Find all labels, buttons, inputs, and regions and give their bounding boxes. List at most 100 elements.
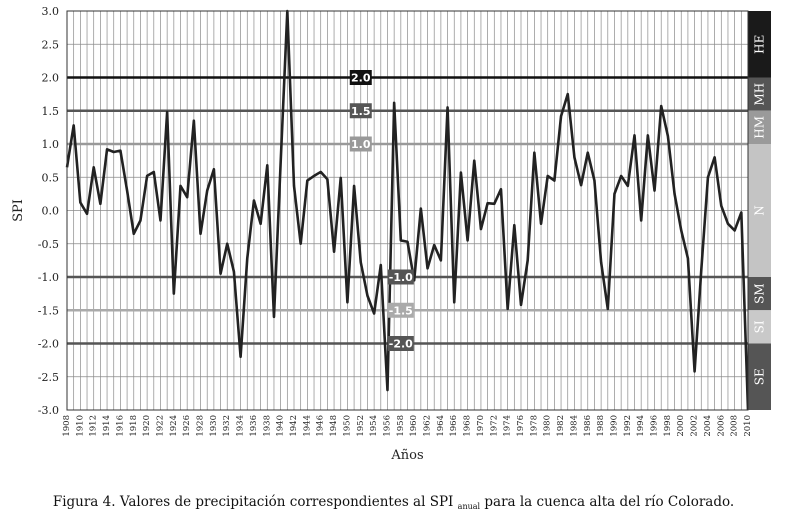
x-tick-label: 2006 <box>716 415 726 437</box>
x-tick-label: 2000 <box>676 415 686 437</box>
x-tick-label: 1994 <box>636 415 646 437</box>
x-tick-label: 1964 <box>436 415 446 437</box>
threshold-label-box <box>387 302 414 318</box>
x-tick-label: 1948 <box>329 415 339 437</box>
category-label: SM <box>753 283 767 304</box>
x-tick-label: 1958 <box>396 415 406 437</box>
x-tick-label: 1922 <box>155 415 165 437</box>
x-tick-label: 1982 <box>556 415 566 437</box>
threshold-label-box <box>349 103 372 119</box>
y-tick-label: 3.0 <box>42 5 60 18</box>
x-tick-label: 1932 <box>222 415 232 437</box>
x-tick-label: 1928 <box>196 415 206 437</box>
y-tick-label: 0.0 <box>42 205 60 218</box>
x-tick-label: 1992 <box>623 415 633 437</box>
x-tick-label: 1972 <box>489 415 499 437</box>
x-tick-label: 2010 <box>743 415 753 437</box>
category-band <box>748 343 771 410</box>
x-tick-label: 1960 <box>409 415 419 437</box>
y-tick-label: 1.5 <box>42 105 60 118</box>
category-label: MH <box>753 83 767 106</box>
category-label: SI <box>753 320 767 333</box>
x-tick-label: 1980 <box>543 415 553 437</box>
x-tick-label: 1930 <box>209 415 219 437</box>
category-label: SE <box>753 368 767 385</box>
x-tick-label: 1934 <box>236 415 246 437</box>
x-tick-label: 1956 <box>382 415 392 437</box>
caption-prefix: Figura 4. Valores de precipitación corre… <box>52 494 454 510</box>
y-tick-label: -1.5 <box>38 304 59 317</box>
y-tick-label: 1.0 <box>42 138 60 151</box>
y-tick-label: -1.0 <box>38 271 59 284</box>
threshold-labels: 2.0 1.5 1.0 -1.0 -1.5 -2.0 <box>349 70 414 351</box>
threshold-label: -1.0 <box>389 271 413 284</box>
threshold-label-box <box>349 70 372 85</box>
category-band <box>748 11 771 78</box>
category-label: N <box>753 205 767 216</box>
threshold-label: -1.5 <box>389 304 413 317</box>
tick-labels: 3.0 2.5 2.0 1.5 1.0 0.5 0.0 -0.5 -1.0 -1.5 -2.0 -2.… <box>38 5 753 437</box>
x-tick-label: 1968 <box>463 415 473 437</box>
x-tick-label: 1938 <box>262 415 272 437</box>
x-tick-label: 1976 <box>516 415 526 437</box>
series-layer <box>65 9 750 411</box>
plot-frame <box>66 10 749 411</box>
x-tick-label: 1986 <box>583 415 593 437</box>
x-tick-label: 1914 <box>102 415 112 437</box>
spi-series-line <box>65 9 750 411</box>
x-tick-label: 1916 <box>115 415 125 437</box>
x-tick-label: 1962 <box>423 415 433 437</box>
x-tick-label: 1966 <box>449 415 459 437</box>
y-tick-label: -3.0 <box>38 404 59 417</box>
x-tick-label: 2004 <box>703 415 713 437</box>
x-tick-label: 1996 <box>650 415 660 437</box>
category-bar: HE MH HM N SM SI SE <box>748 11 771 410</box>
x-tick-label: 2002 <box>690 415 700 437</box>
threshold-label: 1.0 <box>351 138 371 151</box>
x-tick-label: 1918 <box>129 415 139 437</box>
figure-caption: Figura 4. Valores de precipitación corre… <box>0 494 787 511</box>
y-axis-title: SPI <box>11 199 26 222</box>
threshold-label-box <box>349 136 372 152</box>
category-band <box>748 277 771 311</box>
category-band <box>748 77 771 111</box>
x-tick-label: 1988 <box>596 415 606 437</box>
x-tick-label: 1920 <box>142 415 152 437</box>
category-band <box>748 110 771 144</box>
x-tick-label: 1970 <box>476 415 486 437</box>
category-label: HM <box>753 116 767 139</box>
x-tick-label: 1954 <box>369 415 379 437</box>
x-tick-label: 1990 <box>609 415 619 437</box>
x-tick-label: 1910 <box>75 415 85 437</box>
x-tick-label: 1998 <box>663 415 673 437</box>
y-tick-label: 2.0 <box>42 72 60 85</box>
y-tick-label: 2.5 <box>42 38 60 51</box>
caption-subscript: anual <box>457 502 481 511</box>
caption-suffix: para la cuenca alta del río Colorado. <box>484 494 735 510</box>
threshold-label-box <box>387 336 414 351</box>
x-tick-label: 1944 <box>302 415 312 437</box>
x-tick-label: 2008 <box>730 415 740 437</box>
category-label: HE <box>753 35 767 54</box>
x-tick-label: 1912 <box>89 415 99 437</box>
x-tick-label: 1950 <box>342 415 352 437</box>
x-tick-label: 1974 <box>503 415 513 437</box>
x-tick-label: 1952 <box>356 415 366 437</box>
y-tick-label: 0.5 <box>42 171 60 184</box>
threshold-label: 1.5 <box>351 105 371 118</box>
x-tick-label: 1978 <box>529 415 539 437</box>
x-tick-label: 1926 <box>182 415 192 437</box>
x-tick-label: 1936 <box>249 415 259 437</box>
category-band <box>748 310 771 344</box>
y-tick-label: -2.0 <box>38 338 59 351</box>
x-tick-label: 1908 <box>62 415 72 437</box>
x-axis-title: Años <box>390 448 423 463</box>
x-tick-label: 1984 <box>569 415 579 437</box>
threshold-label-box <box>387 269 414 285</box>
x-tick-label: 1942 <box>289 415 299 437</box>
threshold-label: -2.0 <box>389 338 413 351</box>
y-tick-label: -0.5 <box>38 238 59 251</box>
threshold-label: 2.0 <box>351 72 371 85</box>
x-tick-label: 1924 <box>169 415 179 437</box>
